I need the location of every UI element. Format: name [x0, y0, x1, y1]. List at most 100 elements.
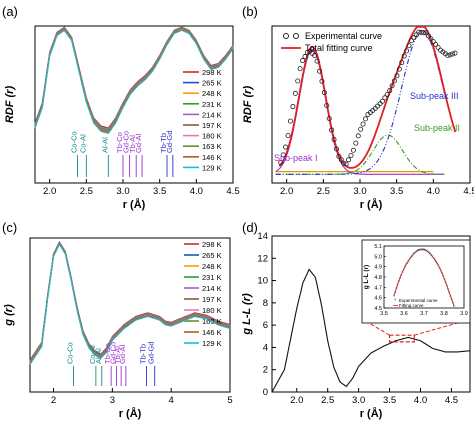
inset-experimental-point: × [420, 247, 423, 252]
experimental-point [358, 126, 364, 132]
panel-label: (d) [242, 220, 258, 235]
inset-experimental-point: × [448, 290, 451, 295]
inset-experimental-point: × [408, 257, 411, 262]
experimental-point [423, 30, 429, 36]
bond-label: Tb-Al [113, 346, 122, 364]
inset-experimental-point: × [427, 250, 430, 255]
experimental-point [452, 50, 458, 56]
panel-label: (a) [2, 4, 18, 19]
series-line [29, 241, 231, 361]
series-line [34, 29, 234, 135]
inset-experimental-point: × [393, 293, 396, 298]
legend-label: 248 K [202, 262, 222, 271]
experimental-point [333, 146, 339, 152]
y-tick-label: 4 [263, 342, 268, 353]
experimental-point [447, 52, 453, 58]
inset-experimental-point: × [449, 293, 452, 298]
legend-label: 298 K [202, 68, 222, 77]
x-tick-label: 4 [169, 395, 174, 406]
bond-label: Tb-Tb [138, 344, 147, 364]
experimental-point [425, 33, 431, 39]
experimental-point [292, 90, 298, 96]
x-tick-label: 2.5 [317, 186, 330, 197]
zoom-box [388, 334, 415, 343]
legend-label: 180 K [202, 306, 222, 315]
y-axis-label: RDF (r) [4, 86, 16, 124]
inset-experimental-point: × [409, 255, 412, 260]
inset-experimental-point: × [402, 267, 405, 272]
experimental-point [435, 44, 441, 50]
experimental-point [295, 78, 301, 84]
experimental-point [283, 144, 289, 150]
inset-x-tick-label: 3.8 [440, 311, 448, 317]
series-line [29, 242, 231, 364]
legend-label: 146 K [202, 153, 222, 162]
experimental-point [384, 91, 390, 97]
experimental-point [355, 133, 361, 139]
x-tick-label: 4.0 [414, 395, 427, 406]
experimental-point [404, 48, 410, 54]
bond-label: Gd-Gd [147, 341, 156, 364]
plot-frame [271, 25, 471, 184]
inset-experimental-point: × [395, 286, 398, 291]
x-tick-label: 3 [110, 395, 115, 406]
experimental-point [336, 153, 342, 159]
experimental-point [430, 39, 436, 45]
experimental-point [396, 66, 402, 72]
inset-experimental-point: × [426, 249, 429, 254]
inset-experimental-point: × [424, 248, 427, 253]
experimental-point [450, 51, 456, 57]
inset-experimental-point: × [407, 258, 410, 263]
bond-label: Al-Al [94, 348, 103, 364]
experimental-point [312, 52, 318, 58]
inset-experimental-point: × [421, 247, 424, 252]
series-line [29, 241, 231, 362]
legend-label: 129 K [202, 339, 222, 348]
plot-frame [29, 237, 231, 393]
experimental-point [290, 104, 296, 110]
inset-experimental-point: × [441, 270, 444, 275]
legend-label: Experimental curve [305, 31, 382, 41]
inset-experimental-point: × [442, 274, 445, 279]
experimental-point [418, 29, 424, 35]
x-axis-label: r (Å) [123, 198, 146, 211]
experimental-point [319, 78, 325, 84]
y-tick-label: 12 [257, 253, 268, 264]
bond-label: Co-Al [88, 345, 97, 364]
inset-experimental-point: × [394, 289, 397, 294]
x-tick-label: 4.5 [445, 395, 458, 406]
inset-experimental-point: × [414, 250, 417, 255]
legend-label: 197 K [202, 295, 222, 304]
experimental-point [411, 35, 417, 41]
experimental-point [341, 160, 347, 166]
series-line [29, 241, 231, 363]
bond-label: Gd-Co [122, 131, 131, 153]
experimental-point [394, 73, 400, 79]
bond-label: Gd-Al [118, 344, 127, 364]
inset-experimental-point: × [396, 282, 399, 287]
legend-label: 214 K [202, 284, 222, 293]
inset-experimental-point: × [443, 277, 446, 282]
zoom-connector [414, 319, 469, 336]
legend-label: 146 K [202, 328, 222, 337]
experimental-point [304, 49, 310, 55]
series-line [29, 243, 231, 365]
series-line [29, 240, 231, 361]
experimental-point [360, 121, 366, 127]
legend-label: Total fitting curve [305, 43, 373, 53]
legend-label: 197 K [202, 121, 222, 130]
bond-label: Tb-Tb [159, 133, 168, 153]
plot-frame [34, 25, 234, 184]
inset-y-tick-label: 4.6 [374, 296, 382, 302]
bond-label: Gd-Al [134, 133, 143, 153]
inset-x-tick-label: 3.5 [380, 311, 388, 317]
inset-experimental-point: × [401, 270, 404, 275]
experimental-point [348, 152, 354, 158]
experimental-point [321, 90, 327, 96]
bond-label: Al-Al [100, 137, 109, 153]
panel-label: (c) [2, 220, 17, 235]
inset-experimental-point: × [417, 248, 420, 253]
inset-legend-swatch: × [394, 297, 397, 302]
inset-experimental-point: × [405, 262, 408, 267]
